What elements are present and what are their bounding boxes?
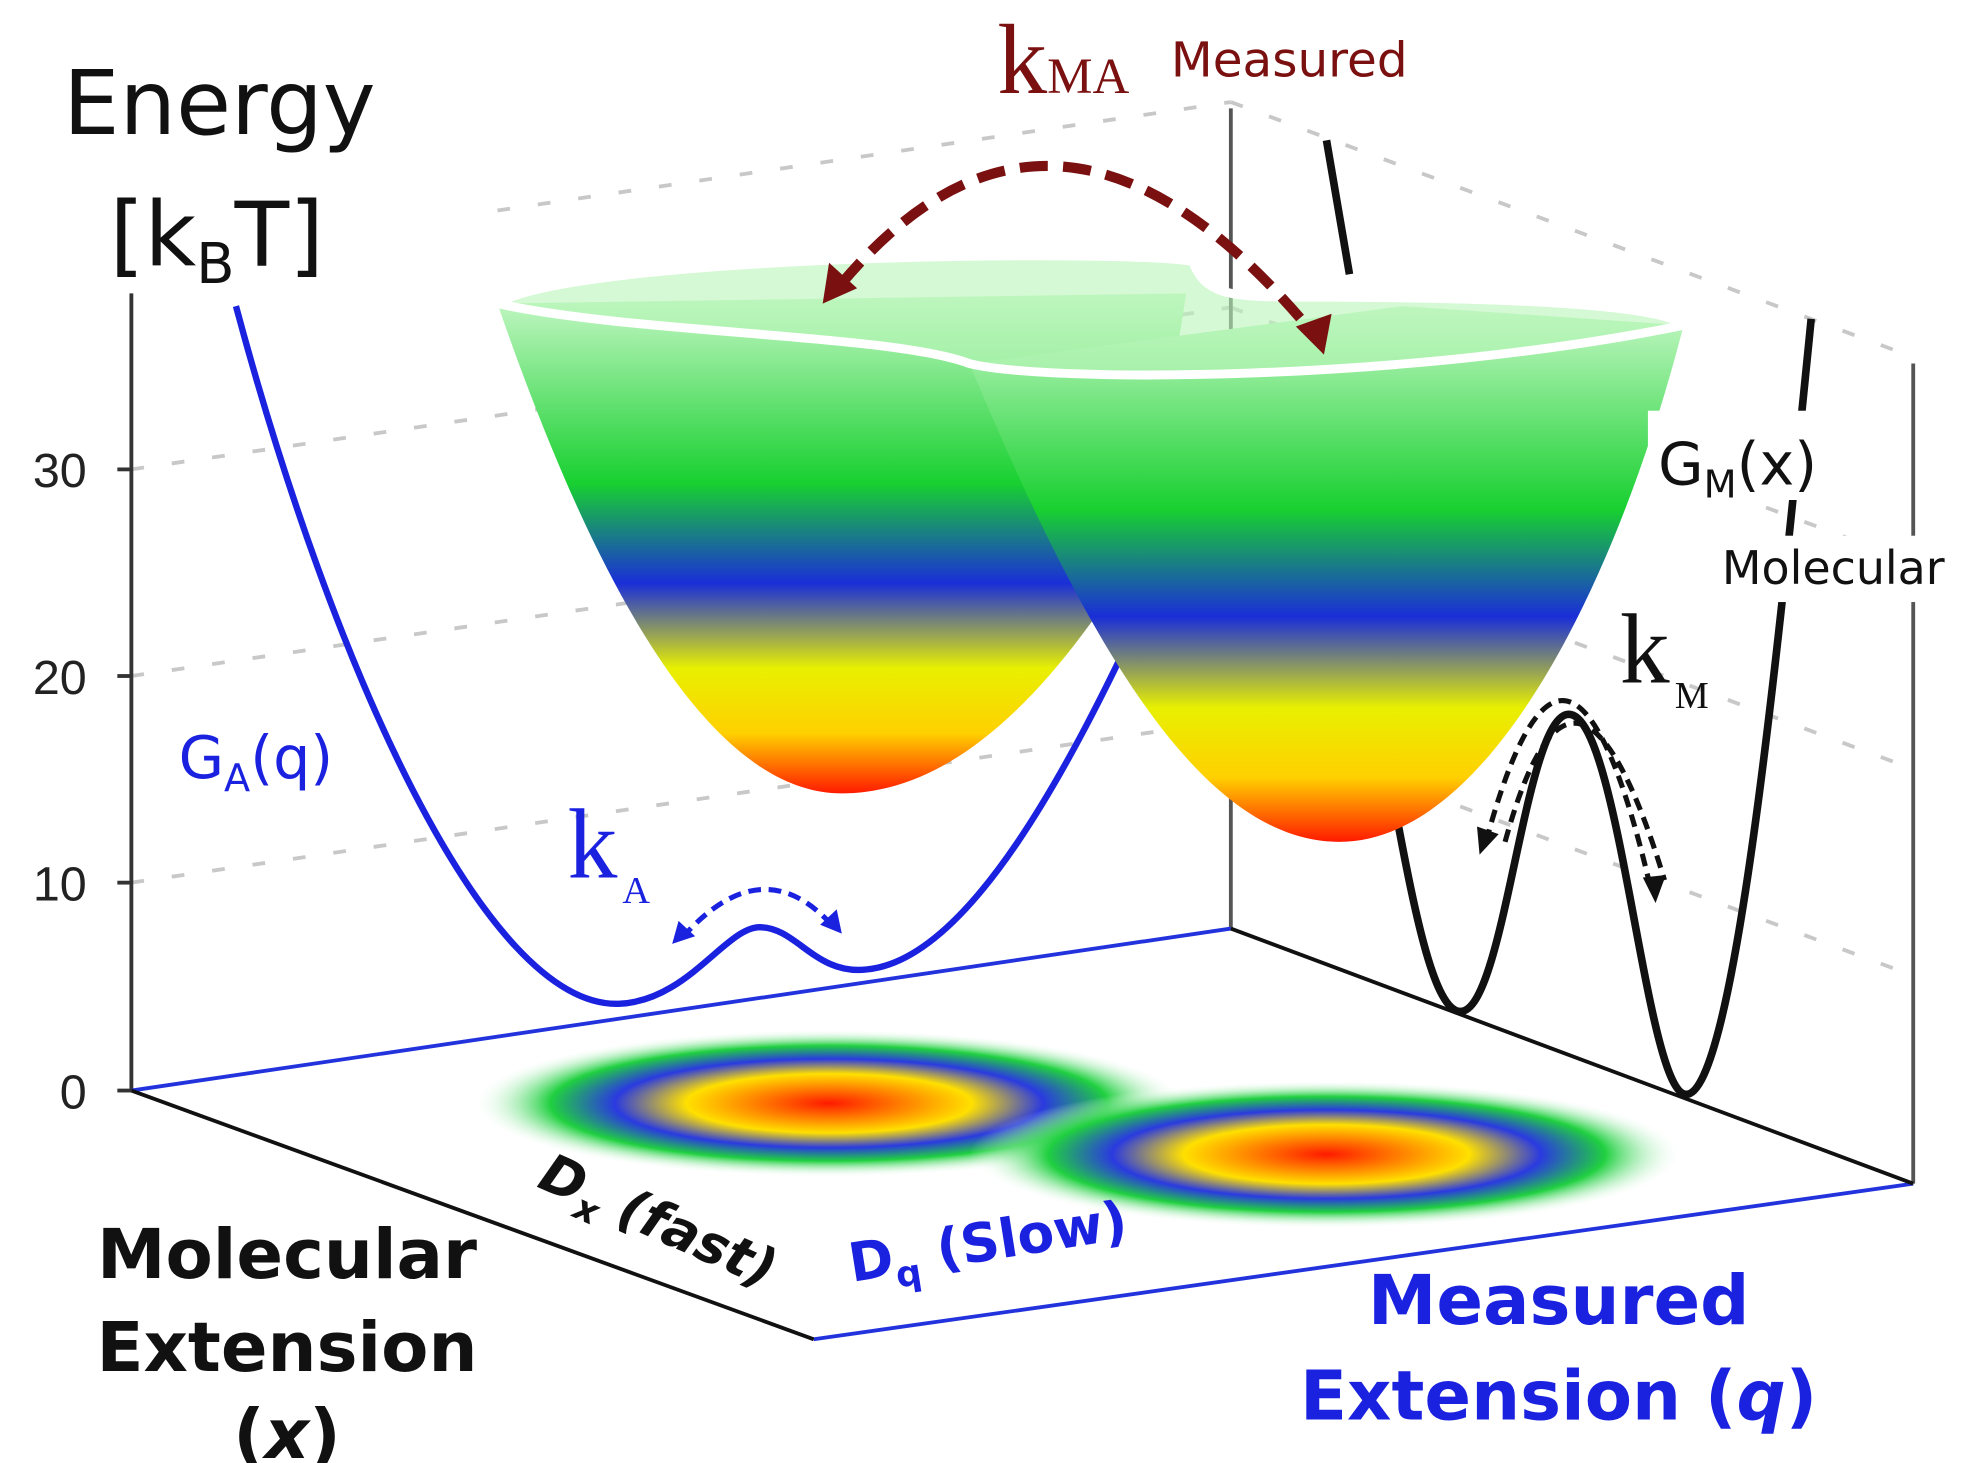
text: (x) [233, 1395, 340, 1463]
text: T] [234, 183, 324, 287]
text: ) [1786, 1357, 1817, 1437]
arrowhead [1477, 827, 1499, 855]
text: G [179, 724, 224, 792]
gm-curve-top [1327, 140, 1350, 274]
text: x [262, 1395, 312, 1463]
gm-note: Molecular [1722, 541, 1945, 595]
text: Extension (q) [1300, 1357, 1817, 1437]
subscript: MA [1047, 49, 1129, 105]
subscript: M [1675, 675, 1709, 717]
text: (x) [1737, 431, 1817, 499]
text: ) [309, 1395, 340, 1463]
text: G [1658, 431, 1703, 499]
text: Measured [1368, 1261, 1750, 1341]
right-bowl [969, 306, 1683, 842]
dq-label: Dq (Slow) [844, 1189, 1133, 1304]
energy-landscape-diagram: 0 10 20 30 Energy [kBT] kMA Measured kA … [0, 0, 1977, 1463]
text: k [997, 4, 1047, 115]
q-axis-label: Measured Extension (q) [1300, 1261, 1817, 1437]
text: k [1620, 593, 1670, 704]
text: (Slow) [913, 1189, 1131, 1284]
tick-label: 20 [33, 651, 87, 705]
axis-title: Energy [63, 52, 376, 156]
arrowhead [672, 921, 695, 944]
kma-note: Measured [1171, 33, 1408, 89]
text: Extension ( [1300, 1357, 1736, 1437]
text: Molecular [97, 1215, 477, 1295]
subscript: B [196, 232, 235, 297]
tick-label: 10 [33, 858, 87, 912]
tick-label: 0 [60, 1065, 87, 1119]
text: ( [233, 1395, 264, 1463]
tick-label: 30 [33, 444, 87, 498]
x-axis-label: Molecular Extension (x) [96, 1215, 477, 1463]
kma-label: kMA [997, 4, 1129, 115]
page: { "energy_axis": { "title_line1": "Energ… [0, 0, 1977, 1463]
text: D [844, 1226, 898, 1295]
axis-unit: [kBT] [110, 183, 324, 297]
text: q [1736, 1357, 1785, 1437]
subscript: M [1704, 462, 1737, 507]
text: (fast) [592, 1168, 786, 1301]
text: Extension [96, 1308, 477, 1388]
text: [k [110, 183, 197, 287]
arrowhead [820, 909, 842, 933]
arrowhead [1643, 875, 1666, 903]
subscript: A [622, 870, 650, 912]
text: (q) [250, 724, 333, 792]
gm-label: GM(x) [1658, 431, 1817, 508]
ga-label: GA(q) [179, 724, 334, 801]
subscript: A [224, 756, 250, 801]
text: k [568, 789, 618, 900]
